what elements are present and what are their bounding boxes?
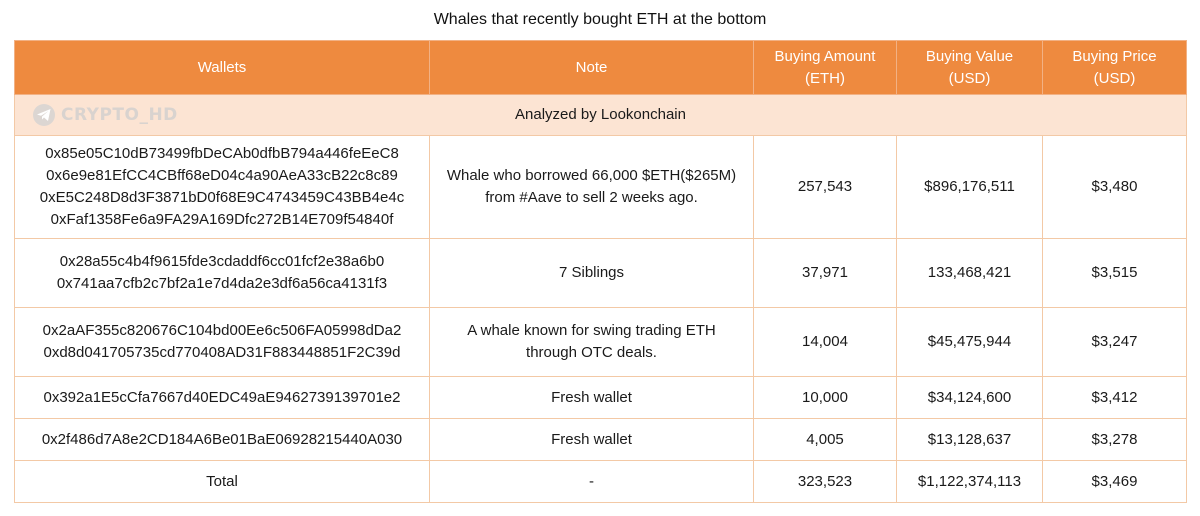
- table-row: 0x392a1E5cCfa7667d40EDC49aE9462739139701…: [14, 376, 1187, 419]
- note-cell: Fresh wallet: [429, 376, 754, 419]
- analyzed-label: Analyzed by Lookonchain: [515, 106, 686, 123]
- buying-price-cell: $3,480: [1042, 135, 1187, 239]
- table-row: 0x85e05C10dB73499fbDeCAb0dfbB794a446feEe…: [14, 135, 1187, 239]
- note-cell: A whale known for swing trading ETH thro…: [429, 307, 754, 377]
- whales-table: Wallets Note Buying Amount (ETH) Buying …: [14, 40, 1187, 503]
- wallets-cell: 0x2aAF355c820676C104bd00Ee6c506FA05998dD…: [14, 307, 430, 377]
- note-text: 7 Siblings: [558, 264, 625, 281]
- wallets-cell: 0x392a1E5cCfa7667d40EDC49aE9462739139701…: [14, 376, 430, 419]
- note-text: Fresh wallet: [551, 430, 632, 448]
- total-row: Total - 323,523 $1,122,374,113 $3,469: [14, 460, 1187, 503]
- buying-amount-cell: 14,004: [753, 307, 897, 377]
- buying-value-cell: $45,475,944: [896, 307, 1043, 377]
- wallet-address[interactable]: 0x85e05C10dB73499fbDeCAb0dfbB794a446feEe…: [45, 145, 399, 162]
- buying-amount-cell: 37,971: [753, 238, 897, 308]
- wallet-address[interactable]: 0x6e9e81EfCC4CBff68eD04c4a90AeA33cB22c8c…: [46, 167, 398, 184]
- analyzed-cell: CRYPTO_HD Analyzed by Lookonchain: [14, 94, 1187, 136]
- table-row: 0x2aAF355c820676C104bd00Ee6c506FA05998dD…: [14, 307, 1187, 377]
- buying-amount-cell: 257,543: [753, 135, 897, 239]
- note-cell: Whale who borrowed 66,000 $ETH($265M) fr…: [429, 135, 754, 239]
- total-buying-amount: 323,523: [753, 460, 897, 503]
- buying-amount-cell: 4,005: [753, 418, 897, 461]
- wallet-address[interactable]: 0x741aa7cfb2c7bf2a1e7d4da2e3df6a56ca4131…: [56, 275, 388, 292]
- total-buying-value: $1,122,374,113: [896, 460, 1043, 503]
- watermark: CRYPTO_HD: [33, 104, 178, 126]
- total-buying-price: $3,469: [1042, 460, 1187, 503]
- header-wallets: Wallets: [14, 40, 430, 95]
- header-buying-value: Buying Value (USD): [896, 40, 1043, 95]
- buying-amount-cell: 10,000: [753, 376, 897, 419]
- buying-price-cell: $3,515: [1042, 238, 1187, 308]
- total-label: Total: [14, 460, 430, 503]
- wallets-cell: 0x2f486d7A8e2CD184A6Be01BaE06928215440A0…: [14, 418, 430, 461]
- buying-value-cell: $896,176,511: [896, 135, 1043, 239]
- header-buying-value-line2: (USD): [948, 69, 991, 87]
- wallet-address[interactable]: 0x392a1E5cCfa7667d40EDC49aE9462739139701…: [43, 388, 401, 406]
- buying-price-cell: $3,247: [1042, 307, 1187, 377]
- wallet-address[interactable]: 0x2aAF355c820676C104bd00Ee6c506FA05998dD…: [42, 322, 402, 339]
- table-row: 0x2f486d7A8e2CD184A6Be01BaE06928215440A0…: [14, 418, 1187, 461]
- note-text: Whale who borrowed 66,000 $ETH($265M): [446, 167, 737, 184]
- note-cell: Fresh wallet: [429, 418, 754, 461]
- table-row: 0x28a55c4b4f9615fde3cdaddf6cc01fcf2e38a6…: [14, 238, 1187, 308]
- header-row: Wallets Note Buying Amount (ETH) Buying …: [14, 40, 1187, 95]
- analyzed-row: CRYPTO_HD Analyzed by Lookonchain: [14, 94, 1187, 136]
- note-text: A whale known for swing trading ETH: [467, 322, 716, 339]
- buying-value-cell: $34,124,600: [896, 376, 1043, 419]
- note-text: through OTC deals.: [526, 344, 657, 361]
- buying-value-cell: 133,468,421: [896, 238, 1043, 308]
- note-text: Fresh wallet: [551, 388, 632, 406]
- wallet-address[interactable]: 0xE5C248D8d3F3871bD0f68E9C4743459C43BB4e…: [39, 189, 405, 206]
- header-buying-amount: Buying Amount (ETH): [753, 40, 897, 95]
- note-text: from #Aave to sell 2 weeks ago.: [485, 189, 698, 206]
- buying-price-cell: $3,278: [1042, 418, 1187, 461]
- header-buying-amount-line2: (ETH): [805, 69, 845, 87]
- wallets-cell: 0x85e05C10dB73499fbDeCAb0dfbB794a446feEe…: [14, 135, 430, 239]
- header-buying-price-line1: Buying Price: [1072, 47, 1157, 65]
- telegram-icon: [33, 104, 55, 126]
- wallet-address[interactable]: 0xFaf1358Fe6a9FA29A169Dfc272B14E709f5484…: [50, 211, 394, 228]
- header-buying-price: Buying Price (USD): [1042, 40, 1187, 95]
- wallets-cell: 0x28a55c4b4f9615fde3cdaddf6cc01fcf2e38a6…: [14, 238, 430, 308]
- header-buying-price-line2: (USD): [1093, 69, 1136, 87]
- header-buying-amount-line1: Buying Amount: [774, 47, 876, 65]
- watermark-text: CRYPTO_HD: [61, 105, 178, 125]
- buying-price-cell: $3,412: [1042, 376, 1187, 419]
- buying-value-cell: $13,128,637: [896, 418, 1043, 461]
- wallet-address[interactable]: 0x2f486d7A8e2CD184A6Be01BaE06928215440A0…: [41, 430, 403, 448]
- note-cell: 7 Siblings: [429, 238, 754, 308]
- wallet-address[interactable]: 0x28a55c4b4f9615fde3cdaddf6cc01fcf2e38a6…: [59, 253, 385, 270]
- total-note: -: [429, 460, 754, 503]
- table-title: Whales that recently bought ETH at the b…: [433, 11, 767, 28]
- header-note: Note: [429, 40, 754, 95]
- wallet-address[interactable]: 0xd8d041705735cd770408AD31F883448851F2C3…: [43, 344, 401, 361]
- header-buying-value-line1: Buying Value: [925, 47, 1014, 65]
